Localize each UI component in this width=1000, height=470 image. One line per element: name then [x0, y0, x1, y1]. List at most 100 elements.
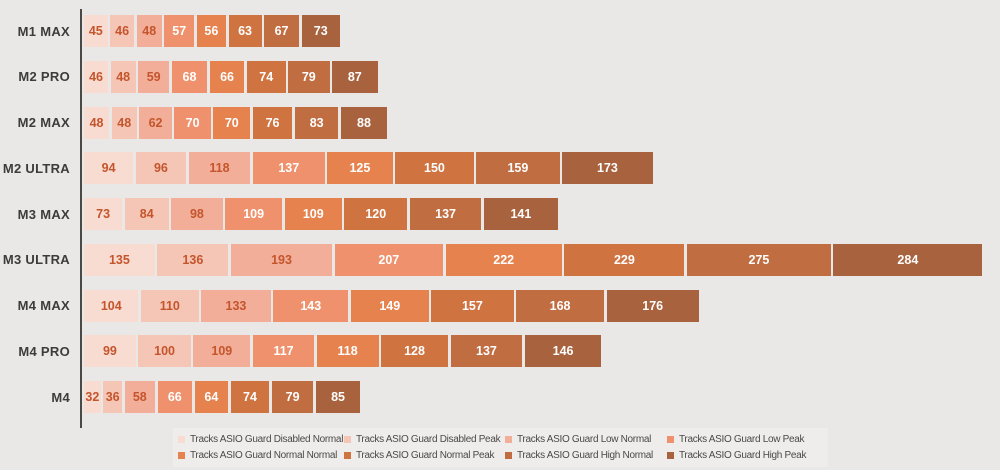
bar-segment: 284 — [833, 243, 983, 276]
category-label: M2 MAX — [17, 115, 70, 130]
bar-segment: 64 — [194, 381, 229, 413]
bar-segment: 176 — [606, 289, 699, 322]
bar-segment: 104 — [84, 289, 139, 322]
bar-segment: 74 — [230, 381, 270, 413]
category-label: M3 ULTRA — [2, 252, 70, 268]
bar-segment: 70 — [213, 106, 251, 139]
bar-segment: 66 — [209, 60, 245, 93]
bar-row: M1 MAX 45 46 48 57 56 63 67 73 — [0, 15, 982, 47]
bar-segment: 68 — [171, 60, 208, 93]
legend-swatch-icon — [505, 436, 512, 443]
bar-segment: 76 — [252, 106, 293, 139]
bar-segments: 99 100 109 117 118 128 137 146 — [84, 335, 602, 368]
legend-swatch-icon — [178, 452, 185, 459]
bar-segment: 87 — [332, 60, 378, 93]
legend-item: Tracks ASIO Guard High Normal — [505, 450, 667, 461]
bar-segment: 137 — [409, 198, 482, 230]
bar-segments: 46 48 59 68 66 74 79 87 — [84, 60, 378, 93]
bar-row: M2 PRO 46 48 59 68 66 74 79 87 — [0, 60, 982, 93]
bar-segment: 159 — [476, 152, 560, 185]
bar-segments: 73 84 98 109 109 120 137 141 — [84, 198, 558, 230]
bar-segment: 70 — [174, 106, 211, 139]
bar-row: M4 32 36 58 66 64 74 79 85 — [0, 381, 982, 413]
bar-row: M4 MAX 104 110 133 143 149 157 168 176 — [0, 289, 982, 322]
bar-segment: 137 — [252, 152, 325, 185]
bar-segment: 193 — [230, 243, 333, 276]
bar-segments: 104 110 133 143 149 157 168 176 — [84, 289, 699, 322]
bar-segment: 56 — [196, 15, 227, 47]
category-label: M1 MAX — [17, 23, 70, 39]
bar-segment: 59 — [138, 60, 170, 93]
bar-segment: 48 — [84, 106, 110, 139]
legend-label: Tracks ASIO Guard Disabled Peak — [356, 434, 501, 445]
bar-row: M3 ULTRA 135 136 193 207 222 229 275 284 — [0, 243, 983, 276]
bar-rows: M1 MAX 45 46 48 57 56 63 67 73 M2 PRO 46 48 59 68 66 74… — [0, 15, 983, 413]
bar-segment: 109 — [225, 198, 283, 230]
bar-segment: 137 — [450, 335, 523, 368]
bar-row: M2 ULTRA 94 96 118 137 125 150 159 173 — [0, 152, 982, 185]
legend-label: Tracks ASIO Guard Normal Peak — [356, 450, 495, 461]
bar-segment: 48 — [110, 60, 136, 93]
bar-segment: 45 — [84, 15, 108, 47]
bar-segment: 133 — [201, 289, 271, 322]
legend-swatch-icon — [344, 452, 351, 459]
bar-segment: 136 — [157, 243, 229, 276]
legend-swatch-icon — [667, 436, 674, 443]
bar-segment: 48 — [136, 15, 162, 47]
bar-segment: 100 — [138, 335, 191, 368]
bar-segment: 67 — [264, 15, 300, 47]
legend-label: Tracks ASIO Guard Low Peak — [679, 434, 805, 445]
legend-label: Tracks ASIO Guard Low Normal — [517, 434, 652, 445]
bar-segment: 73 — [301, 15, 340, 47]
category-label: M2 PRO — [18, 69, 70, 85]
legend-item: Tracks ASIO Guard Disabled Normal — [178, 434, 344, 445]
legend-label: Tracks ASIO Guard High Normal — [517, 450, 653, 461]
bar-segment: 74 — [246, 60, 286, 93]
bar-segment: 99 — [84, 335, 136, 368]
bar-segment: 98 — [171, 198, 223, 230]
legend-swatch-icon — [505, 452, 512, 459]
bar-segment: 58 — [124, 381, 156, 413]
bar-segment: 63 — [228, 15, 262, 47]
bar-segment: 168 — [516, 289, 605, 322]
bar-segment: 110 — [140, 289, 199, 322]
category-label: M3 MAX — [17, 206, 70, 222]
bar-segment: 85 — [315, 381, 361, 413]
bar-segment: 157 — [431, 289, 514, 322]
legend-swatch-icon — [178, 436, 185, 443]
legend-label: Tracks ASIO Guard High Peak — [679, 450, 807, 461]
bar-segment: 146 — [524, 335, 602, 368]
bar-row: M4 PRO 99 100 109 117 118 128 137 146 — [0, 335, 982, 368]
bar-segment: 143 — [273, 289, 349, 322]
legend-item: Tracks ASIO Guard High Peak — [667, 450, 828, 461]
bar-segment: 57 — [164, 15, 195, 47]
bar-segment: 141 — [483, 198, 558, 230]
bar-segment: 222 — [445, 243, 562, 276]
category-label: M4 — [51, 389, 70, 405]
bar-segment: 120 — [344, 198, 408, 230]
bar-segment: 229 — [564, 243, 685, 276]
category-label: M4 MAX — [17, 298, 70, 313]
y-axis-line — [80, 9, 82, 428]
bar-segments: 94 96 118 137 125 150 159 173 — [84, 152, 653, 185]
bar-segment: 36 — [103, 381, 123, 413]
bar-segment: 118 — [316, 335, 379, 368]
bar-segment: 96 — [135, 152, 187, 185]
bar-segment: 46 — [84, 60, 109, 93]
bar-segment: 109 — [193, 335, 251, 368]
bar-segment: 66 — [157, 381, 193, 413]
bar-segment: 32 — [84, 381, 101, 413]
legend-label: Tracks ASIO Guard Normal Normal — [190, 450, 338, 461]
bar-segment: 79 — [271, 381, 314, 413]
bar-segment: 83 — [294, 106, 339, 139]
bar-segment: 94 — [84, 152, 134, 185]
legend-label: Tracks ASIO Guard Disabled Normal — [190, 434, 344, 445]
bar-segment: 150 — [395, 152, 474, 185]
legend-item: Tracks ASIO Guard Low Normal — [505, 434, 667, 445]
bar-segments: 135 136 193 207 222 229 275 284 — [84, 243, 983, 276]
category-label: M2 ULTRA — [2, 160, 70, 176]
legend-item: Tracks ASIO Guard Normal Normal — [178, 450, 344, 461]
category-label: M4 PRO — [18, 343, 70, 359]
bar-segment: 135 — [84, 243, 155, 276]
